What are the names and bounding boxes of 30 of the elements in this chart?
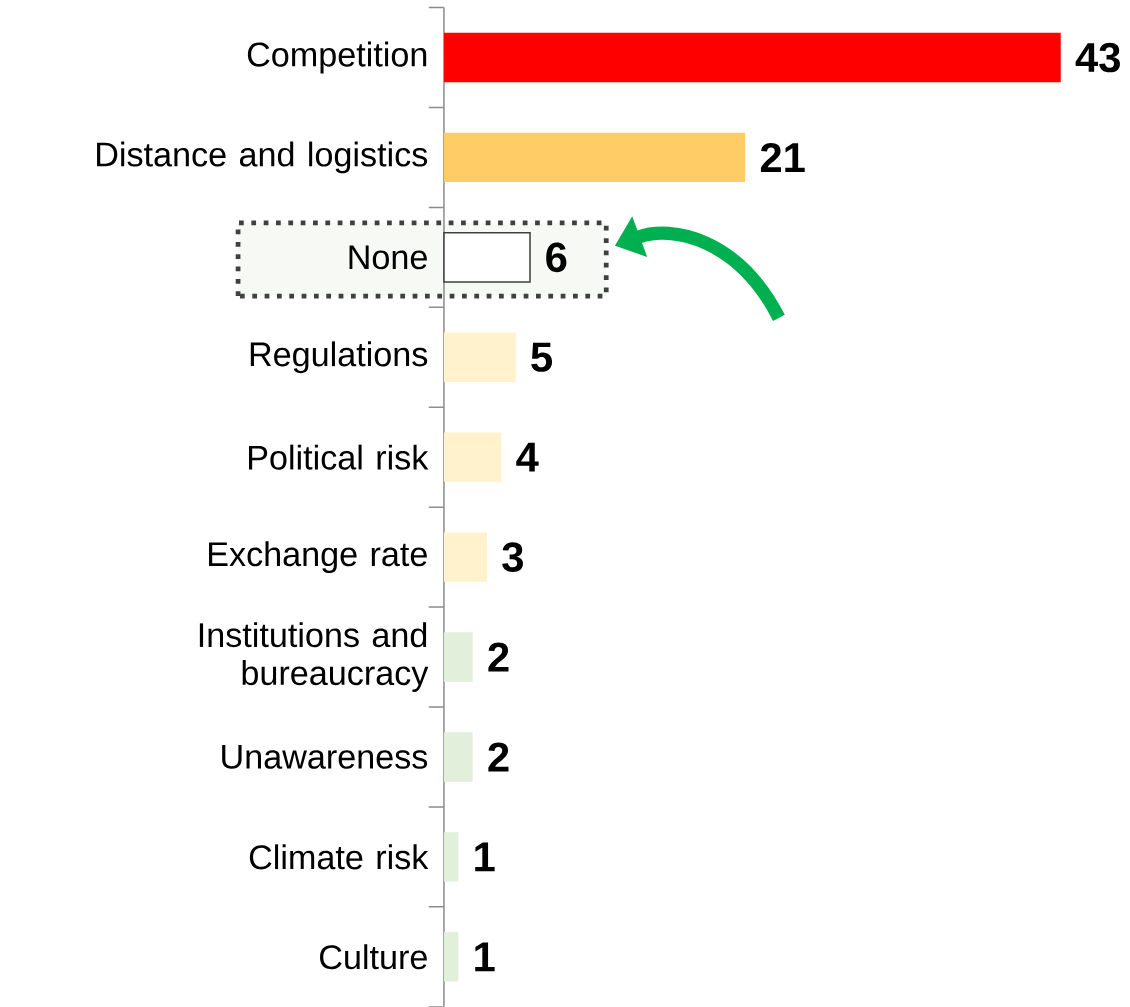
bar <box>443 932 459 982</box>
y-tick-label: Regulations <box>250 341 428 374</box>
y-tick-label: Institutions and bureaucracy <box>199 622 429 693</box>
data-label: 2 <box>488 742 509 772</box>
y-tick-label: Unawareness <box>222 745 428 769</box>
y-tick-label: Distance and logistics <box>97 141 428 174</box>
data-label: 5 <box>531 342 553 372</box>
bar <box>443 132 746 183</box>
y-tick-label: Competition <box>247 41 427 74</box>
data-label: 21 <box>760 143 805 173</box>
bar <box>443 432 502 482</box>
y-tick-label: Political risk <box>249 444 429 470</box>
bar <box>443 532 487 582</box>
bar <box>443 632 473 682</box>
data-label: 4 <box>516 442 539 472</box>
data-label: 1 <box>475 942 495 972</box>
data-label: 3 <box>502 542 523 573</box>
data-label: 6 <box>546 242 567 273</box>
data-label: 2 <box>488 642 509 672</box>
data-label: 1 <box>475 842 495 872</box>
bar <box>443 832 459 882</box>
bar <box>443 332 516 383</box>
y-tick-label: Exchange rate <box>209 541 427 574</box>
y-tick-label: Climate risk <box>249 844 429 870</box>
bar <box>443 232 531 283</box>
y-tick-label: None <box>349 245 427 270</box>
y-tick-label: Culture <box>320 944 427 970</box>
data-label: 43 <box>1075 42 1120 73</box>
bar <box>443 732 473 782</box>
bar <box>443 32 1061 83</box>
